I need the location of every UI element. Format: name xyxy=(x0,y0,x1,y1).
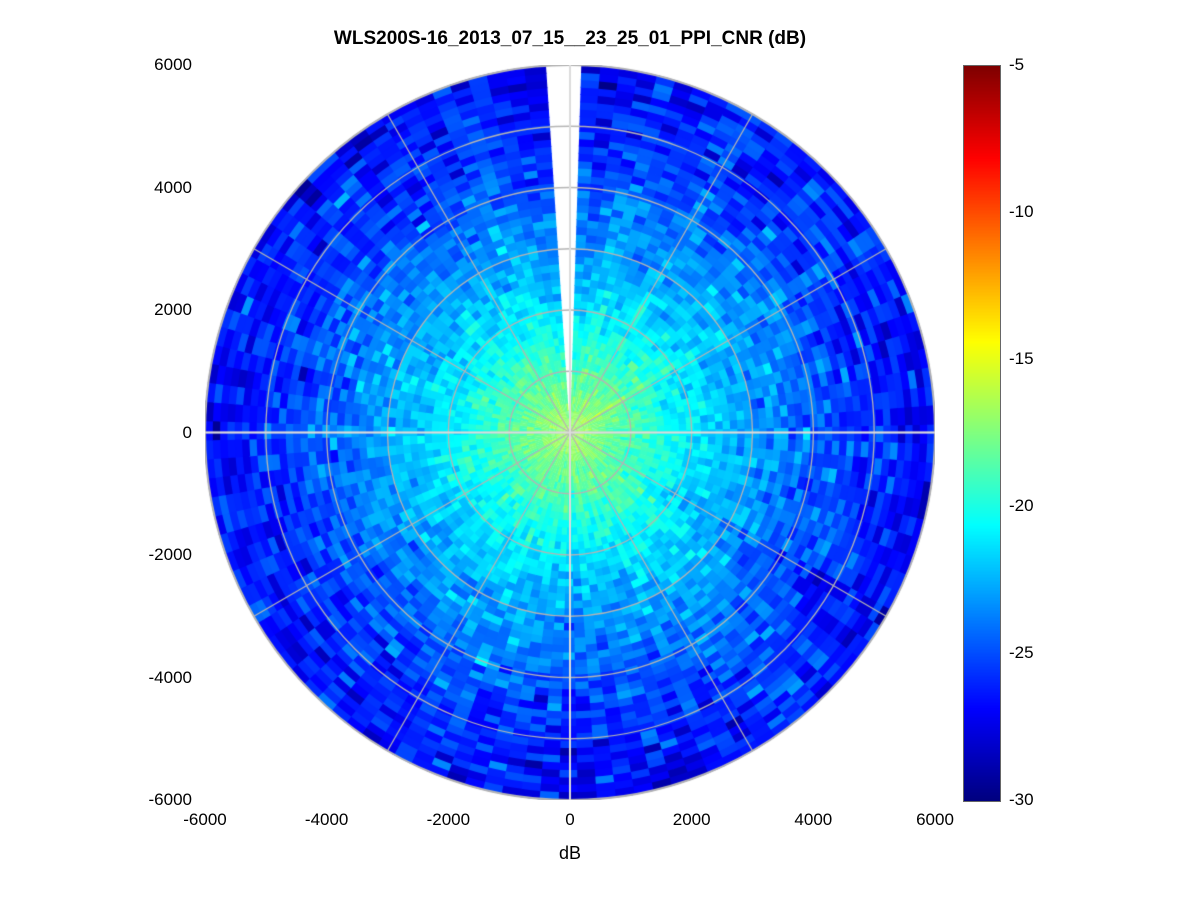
colorbar-tick-label: -10 xyxy=(1009,202,1034,221)
y-tick-label: 2000 xyxy=(154,300,192,319)
x-tick-label: -4000 xyxy=(304,810,349,829)
x-tick-label: 6000 xyxy=(916,810,954,829)
colorbar-tick-label: -20 xyxy=(1009,496,1034,515)
colorbar-tick-label: -15 xyxy=(1009,349,1034,368)
y-tick-label: 0 xyxy=(182,422,192,442)
ppi-heatmap-canvas xyxy=(205,65,935,800)
y-tick-label: 4000 xyxy=(154,177,192,197)
x-tick-label: 2000 xyxy=(672,810,711,829)
x-tick-label: 0 xyxy=(565,810,575,829)
y-tick-label: -2000 xyxy=(148,545,192,564)
x-tick-label: 4000 xyxy=(794,810,833,829)
y-tick-label: -4000 xyxy=(148,667,192,687)
y-tick-label: -6000 xyxy=(148,790,192,809)
colorbar-canvas xyxy=(963,65,1001,802)
plot-title: WLS200S-16_2013_07_15__23_25_01_PPI_CNR … xyxy=(333,28,807,49)
x-tick-label: -2000 xyxy=(426,810,471,829)
x-tick-label: -6000 xyxy=(183,810,227,829)
colorbar-tick-label: -30 xyxy=(1009,790,1034,809)
y-tick-label: 6000 xyxy=(154,55,192,74)
colorbar-tick-label: -25 xyxy=(1009,643,1034,662)
colorbar-tick-label: -5 xyxy=(1009,55,1025,74)
x-axis-label: dB xyxy=(558,843,582,863)
